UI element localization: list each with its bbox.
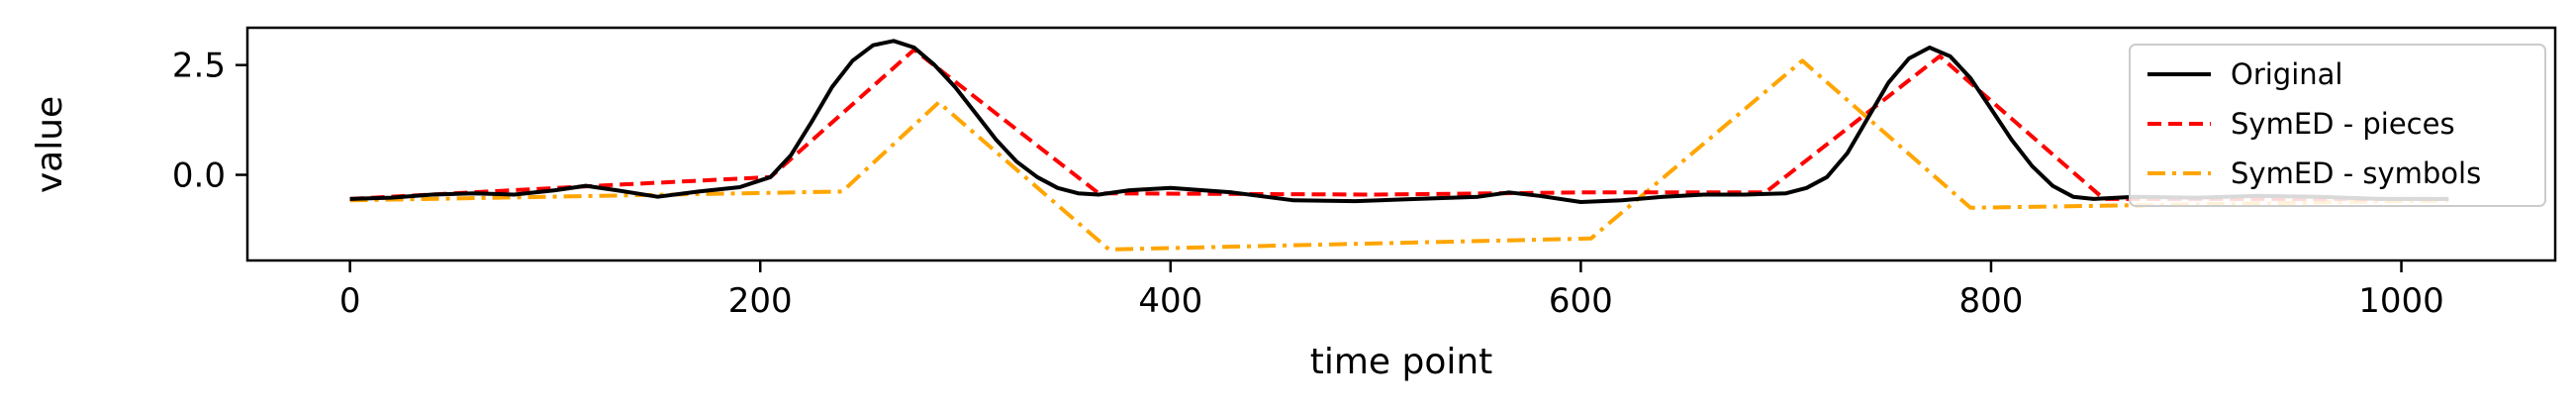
series-layer <box>349 39 2449 252</box>
x-tick-label: 1000 <box>2358 281 2444 321</box>
x-tick-label: 600 <box>1549 281 1613 321</box>
y-tick-label: 0.0 <box>172 156 226 196</box>
x-axis-label: time point <box>1310 342 1493 382</box>
plot-frame <box>245 26 2557 262</box>
y-axis-label: value <box>30 96 70 193</box>
legend-label: SymED - symbols <box>2231 156 2481 190</box>
x-tick-label: 400 <box>1138 281 1202 321</box>
x-tick-label: 0 <box>339 281 361 321</box>
y-tick-label: 2.5 <box>172 47 226 86</box>
legend-box <box>2129 44 2546 207</box>
legend-label: Original <box>2231 57 2342 91</box>
x-tick-label: 200 <box>728 281 793 321</box>
x-tick-label: 800 <box>1959 281 2024 321</box>
series-line-symed-pieces <box>349 48 2449 201</box>
series-line-symed-symbols <box>349 58 2449 252</box>
legend: Original SymED - pieces SymED - symbols <box>2129 44 2546 207</box>
axis-ticks: 0 200 400 600 800 1000 0.0 2.5 <box>172 47 2444 321</box>
series-line-original <box>349 39 2449 204</box>
legend-label: SymED - pieces <box>2231 107 2455 141</box>
